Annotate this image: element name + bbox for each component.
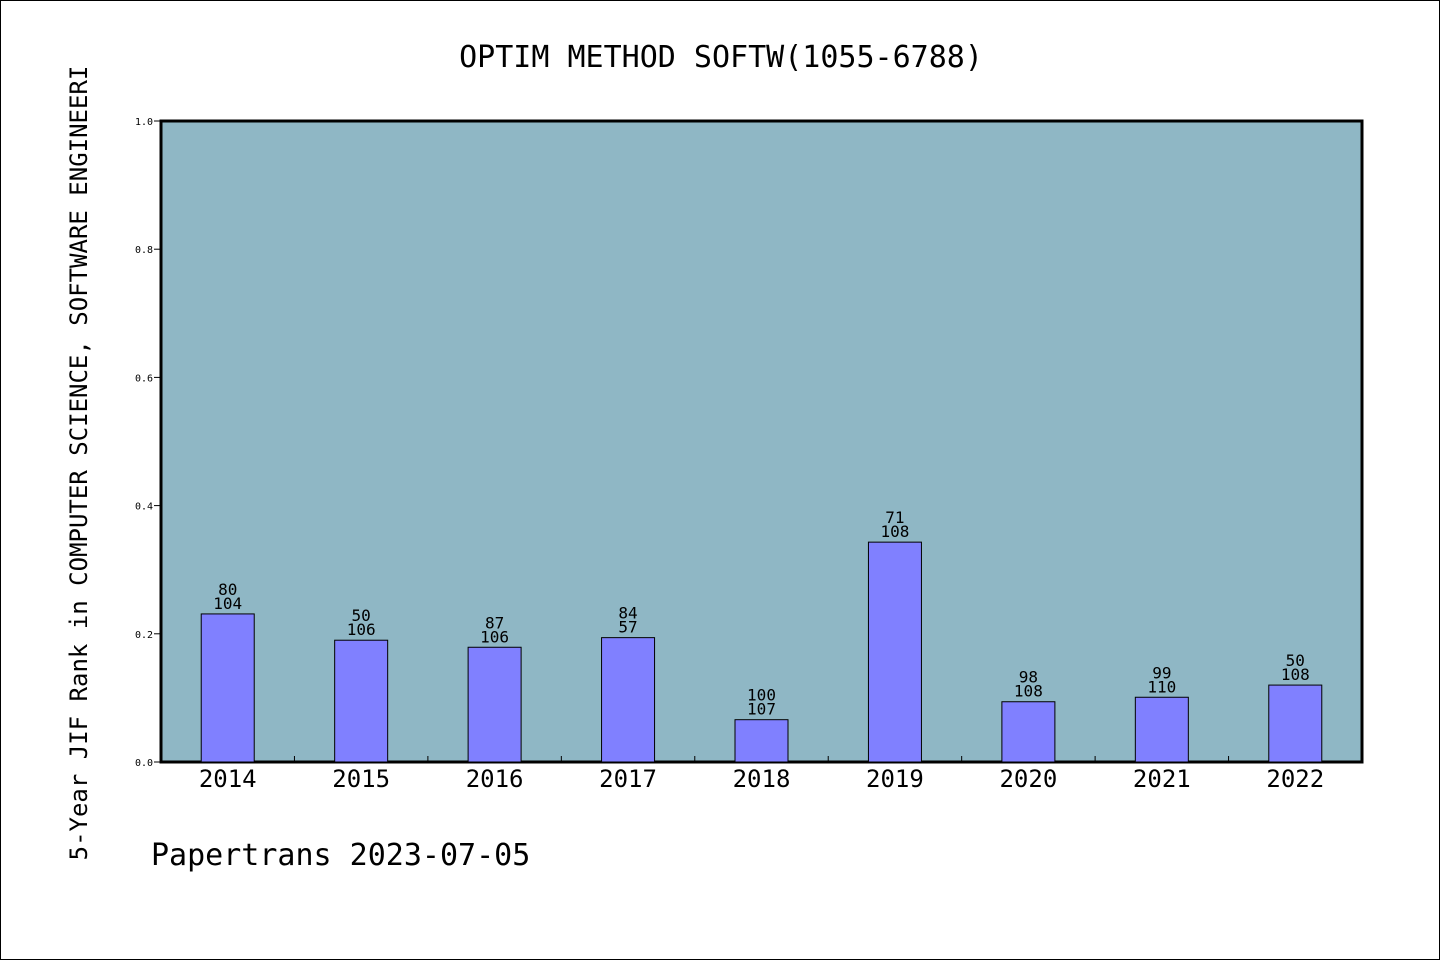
x-tick-label: 2019 xyxy=(866,765,924,793)
bar-total-label: 110 xyxy=(1147,677,1176,696)
bar xyxy=(334,639,389,763)
bar xyxy=(1134,696,1189,763)
bar xyxy=(1001,701,1056,763)
bar-rank-label: 98 xyxy=(1019,668,1038,687)
x-tick-label: 2018 xyxy=(733,765,791,793)
bar-rank-label: 50 xyxy=(352,606,371,625)
bar xyxy=(734,719,789,763)
chart-marks: 0.00.20.40.60.81.01048020141065020151068… xyxy=(135,117,1324,793)
x-tick-label: 2021 xyxy=(1133,765,1191,793)
bar xyxy=(200,613,255,763)
x-tick-label: 2022 xyxy=(1266,765,1324,793)
bar-rank-label: 100 xyxy=(747,686,776,705)
bar-total-label: 108 xyxy=(1281,665,1310,684)
bar xyxy=(867,541,922,763)
y-tick-label: 0.2 xyxy=(135,630,153,641)
bar-total-label: 57 xyxy=(618,618,637,637)
chart-title: OPTIM METHOD SOFTW(1055-6788) xyxy=(459,40,983,75)
bar-total-label: 107 xyxy=(747,700,776,719)
bar-rank-label: 71 xyxy=(885,508,904,527)
y-tick-label: 0.4 xyxy=(135,502,153,513)
footer-credit: Papertrans 2023-07-05 xyxy=(151,838,530,873)
x-tick-label: 2014 xyxy=(199,765,257,793)
y-tick-label: 0.8 xyxy=(135,245,153,256)
x-tick-label: 2015 xyxy=(332,765,390,793)
bar xyxy=(467,646,522,763)
bar-rank-label: 50 xyxy=(1286,651,1305,670)
bar-rank-label: 87 xyxy=(485,613,504,632)
bar-total-label: 108 xyxy=(1014,682,1043,701)
y-tick-label: 1.0 xyxy=(135,117,153,128)
bar-rank-label: 84 xyxy=(618,604,637,623)
bar-total-label: 108 xyxy=(880,522,909,541)
bar xyxy=(601,637,656,763)
bar-total-label: 106 xyxy=(480,627,509,646)
bar-total-label: 104 xyxy=(213,594,242,613)
y-axis-label: 5-Year JIF Rank in COMPUTER SCIENCE, SOF… xyxy=(65,66,93,861)
x-tick-label: 2016 xyxy=(466,765,524,793)
y-tick-label: 0.6 xyxy=(135,373,153,384)
y-tick-label: 0.0 xyxy=(135,758,153,769)
x-tick-label: 2017 xyxy=(599,765,657,793)
bar-rank-label: 80 xyxy=(218,580,237,599)
bar xyxy=(1268,684,1323,763)
bar-total-label: 106 xyxy=(347,620,376,639)
bar-rank-label: 99 xyxy=(1152,663,1171,682)
x-tick-label: 2020 xyxy=(999,765,1057,793)
